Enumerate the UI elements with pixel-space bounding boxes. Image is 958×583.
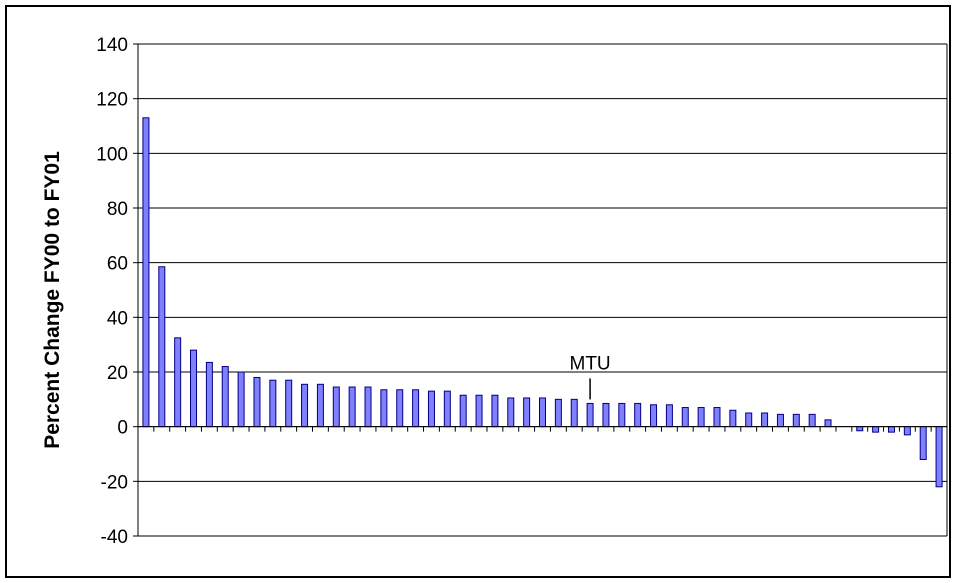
y-tick-label: -40 — [101, 527, 128, 548]
chart-frame: 140 120 100 80 60 40 20 0 -20 -40 Percent Change … — [5, 5, 951, 578]
bar — [808, 413, 816, 428]
bar — [459, 394, 467, 428]
bar — [301, 383, 309, 428]
bar — [491, 394, 499, 428]
bar — [729, 409, 737, 428]
y-tick-label: 40 — [107, 308, 128, 329]
bar — [824, 419, 832, 428]
bar — [475, 394, 483, 428]
bar — [348, 386, 356, 428]
gridlines — [138, 43, 947, 537]
bar — [158, 266, 166, 428]
bar — [174, 337, 182, 428]
bar — [443, 390, 451, 428]
annotation-label: MTU — [570, 353, 611, 374]
bar — [745, 412, 753, 428]
bar — [380, 389, 388, 428]
bar — [602, 402, 610, 428]
bar — [872, 426, 880, 433]
bar — [539, 397, 546, 428]
bar — [507, 397, 515, 428]
bar — [903, 426, 911, 436]
y-tick-label: 120 — [96, 90, 128, 111]
bar — [332, 386, 340, 428]
bar — [935, 426, 943, 488]
bar — [396, 389, 404, 428]
bar — [554, 398, 562, 428]
bar — [427, 390, 435, 428]
y-tick-label: 80 — [107, 199, 128, 220]
bar — [316, 383, 324, 428]
bar — [650, 404, 658, 428]
bar — [364, 386, 372, 428]
y-tick-label: 60 — [107, 254, 128, 275]
bar — [681, 407, 689, 428]
bar — [142, 117, 150, 428]
bar — [887, 426, 895, 433]
bar — [586, 402, 594, 428]
y-tick-label: 100 — [96, 144, 128, 165]
bar — [205, 361, 213, 428]
y-tick-label: 140 — [96, 35, 128, 56]
bar-chart: 140 120 100 80 60 40 20 0 -20 -40 Percent Change … — [41, 35, 948, 548]
bars — [142, 117, 943, 488]
bar — [776, 413, 784, 428]
y-tick-label: 0 — [117, 418, 128, 439]
bar — [221, 366, 229, 428]
bar — [761, 412, 769, 428]
bar — [697, 407, 705, 428]
bar — [792, 413, 800, 428]
bar — [237, 371, 245, 428]
y-tick-label: 20 — [107, 363, 128, 384]
bar — [856, 426, 864, 432]
bar — [665, 404, 673, 428]
annotations: MTU — [570, 353, 611, 400]
bar — [412, 389, 420, 428]
bar — [523, 397, 531, 428]
bar — [253, 376, 261, 428]
bar — [634, 402, 642, 428]
bar — [190, 349, 198, 428]
bar — [919, 426, 927, 460]
bar — [285, 379, 293, 428]
bar — [713, 407, 721, 428]
bar — [618, 402, 626, 428]
axes — [133, 43, 948, 537]
bar — [570, 398, 578, 428]
y-axis-label: Percent Change FY00 to FY01 — [41, 151, 64, 449]
bar — [269, 379, 277, 428]
y-tick-labels: 140 120 100 80 60 40 20 0 -20 -40 — [96, 35, 128, 548]
y-tick-label: -20 — [101, 472, 128, 493]
